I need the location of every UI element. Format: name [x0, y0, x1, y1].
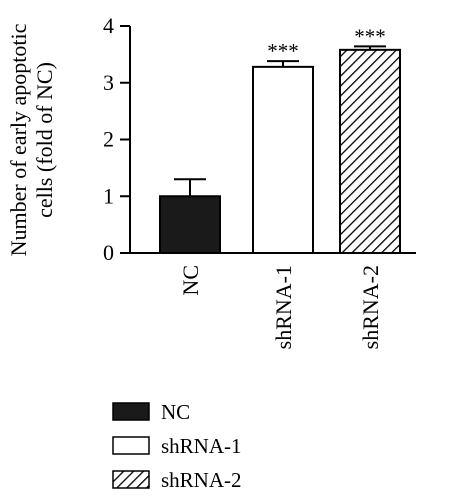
x-tick-label: shRNA-1 [271, 265, 296, 349]
y-axis-title-line-2: cells (fold of NC) [32, 62, 57, 218]
x-tick-label: shRNA-2 [358, 265, 383, 349]
legend-swatch-1 [112, 436, 150, 455]
y-axis-ticks: 0 1 2 3 4 [103, 13, 130, 265]
bar-2 [339, 48, 401, 254]
y-tick-label: 2 [103, 127, 114, 152]
y-axis-title-line-1: Number of early apoptotic [6, 23, 31, 256]
y-tick-label: 3 [103, 70, 114, 95]
y-tick-label: 4 [103, 13, 114, 38]
x-tick-label: NC [178, 265, 203, 296]
x-axis-tick-labels: NC shRNA-1 shRNA-2 [178, 265, 383, 349]
legend-label-1: shRNA-1 [161, 434, 242, 458]
legend: NC shRNA-1 shRNA-2 [112, 400, 242, 492]
legend-label-0: NC [161, 400, 190, 424]
bars: *** *** [159, 24, 401, 254]
significance-marker-2: *** [354, 24, 386, 48]
bar-0 [159, 195, 221, 254]
legend-swatch-0 [112, 402, 150, 421]
y-tick-label: 1 [103, 183, 114, 208]
significance-marker-1: *** [267, 39, 299, 63]
legend-label-2: shRNA-2 [161, 468, 242, 492]
y-tick-label: 0 [103, 240, 114, 265]
bar-1 [252, 65, 314, 254]
legend-swatch-2 [112, 470, 150, 489]
y-axis-title: Number of early apoptotic cells (fold of… [6, 23, 57, 256]
